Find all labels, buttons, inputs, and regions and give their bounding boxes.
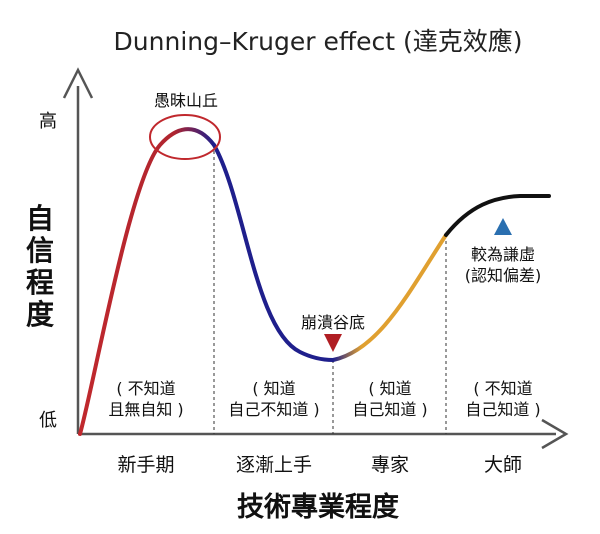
axes [62, 67, 569, 450]
peak-circle [149, 114, 221, 160]
curve-segment-plateau [444, 194, 551, 237]
y-axis-title: 自 信 程 度 [26, 202, 54, 331]
curve-segment-decline [212, 143, 335, 362]
zone-3-line1: ( 知道 [368, 379, 411, 398]
zone-descriptions: ( 不知道 且無自知 ) ( 知道 自己不知道 ) ( 知道 自己知道 ) ( … [108, 379, 540, 419]
zone-4-line2: 自己知道 ) [465, 400, 540, 419]
page-title: Dunning–Kruger effect (達克效應) [114, 27, 523, 56]
stage-label-master: 大師 [484, 454, 522, 476]
y-axis-title-char-4: 度 [26, 298, 54, 331]
zone-3-line2: 自己知道 ) [352, 400, 427, 419]
stage-labels: 新手期 逐漸上手 專家 大師 [117, 454, 522, 476]
x-axis-arrow [541, 418, 569, 450]
y-low-label: 低 [39, 410, 57, 431]
y-axis-title-char-1: 自 [26, 202, 54, 235]
x-axis-title: 技術專業程度 [237, 491, 399, 523]
y-axis-arrow [62, 67, 94, 99]
curve-segment-climb [331, 233, 448, 362]
valley-label: 崩潰谷底 [301, 313, 365, 332]
y-axis-title-char-2: 信 [26, 234, 54, 267]
zone-2-line1: ( 知道 [252, 379, 295, 398]
humble-label-line2: (認知偏差) [465, 266, 542, 285]
zone-1-line2: 且無自知 ) [108, 400, 183, 419]
stage-label-expert: 專家 [371, 454, 409, 476]
humble-marker [494, 218, 512, 235]
confidence-curve [78, 127, 551, 436]
stage-label-improving: 逐漸上手 [236, 454, 312, 476]
valley-marker [324, 334, 342, 352]
stage-dividers [213, 145, 447, 434]
curve-segment-beginner [78, 127, 216, 436]
zone-1-line1: ( 不知道 [116, 379, 175, 398]
y-axis-title-char-3: 程 [26, 266, 54, 299]
peak-label: 愚昧山丘 [154, 91, 218, 110]
zone-2-line2: 自己不知道 ) [228, 400, 319, 419]
y-high-label: 高 [39, 111, 57, 132]
humble-label-line1: 較為謙虛 [471, 245, 535, 264]
stage-label-novice: 新手期 [117, 454, 174, 476]
zone-4-line1: ( 不知道 [473, 379, 532, 398]
